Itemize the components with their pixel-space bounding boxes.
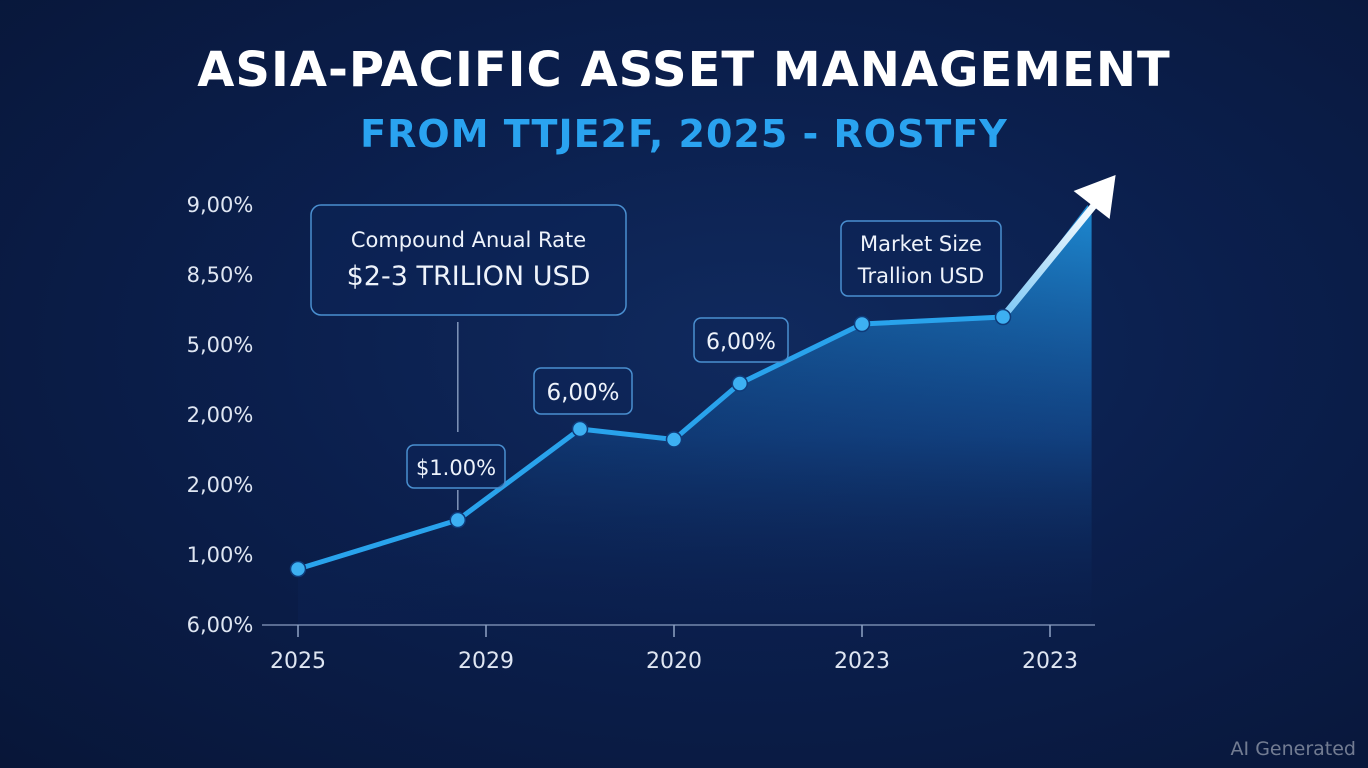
data-point (731, 375, 749, 392)
chart-title: ASIA-PACIFIC ASSET MANAGEMENT (197, 42, 1171, 98)
data-label-box (533, 367, 633, 415)
x-tick-label: 2025 (270, 649, 326, 674)
data-point (449, 511, 467, 529)
area-fade (298, 205, 1092, 625)
data-point (571, 420, 589, 438)
y-tick-label: 2,00% (187, 473, 254, 497)
x-tick-label: 2020 (646, 649, 702, 674)
x-tick-label: 2023 (834, 649, 890, 674)
callout-text: Trallion USD (857, 264, 984, 288)
data-point (665, 431, 683, 448)
data-point (853, 315, 871, 333)
data-point (289, 560, 307, 578)
watermark: AI Generated (1230, 738, 1356, 760)
y-tick-label: 1,00% (187, 543, 254, 567)
callout-text: $2-3 TRILION USD (347, 261, 591, 292)
trend-arrow-head (1073, 175, 1116, 219)
data-label-box (693, 317, 789, 363)
callout-box (840, 220, 1002, 297)
trend-arrow-line (999, 197, 1102, 321)
x-tick-label: 2029 (458, 649, 514, 674)
data-label: 6,00% (546, 380, 619, 406)
data-point (994, 308, 1012, 326)
y-tick-label: 6,00% (187, 613, 254, 637)
y-tick-label: 8,50% (187, 263, 254, 287)
chart-subtitle: FROM TTJE2F, 2025 - ROSTFY (360, 112, 1008, 156)
data-label: $1.00% (416, 456, 496, 480)
y-tick-label: 2,00% (187, 403, 254, 427)
callout-box (310, 204, 627, 316)
data-label-box (406, 444, 506, 489)
y-tick-label: 9,00% (187, 193, 254, 217)
callout-text: Compound Anual Rate (351, 228, 586, 252)
callout-text: Market Size (860, 232, 982, 256)
data-label: 6,00% (706, 330, 776, 355)
x-tick-label: 2023 (1022, 649, 1078, 674)
y-tick-label: 5,00% (187, 333, 254, 357)
